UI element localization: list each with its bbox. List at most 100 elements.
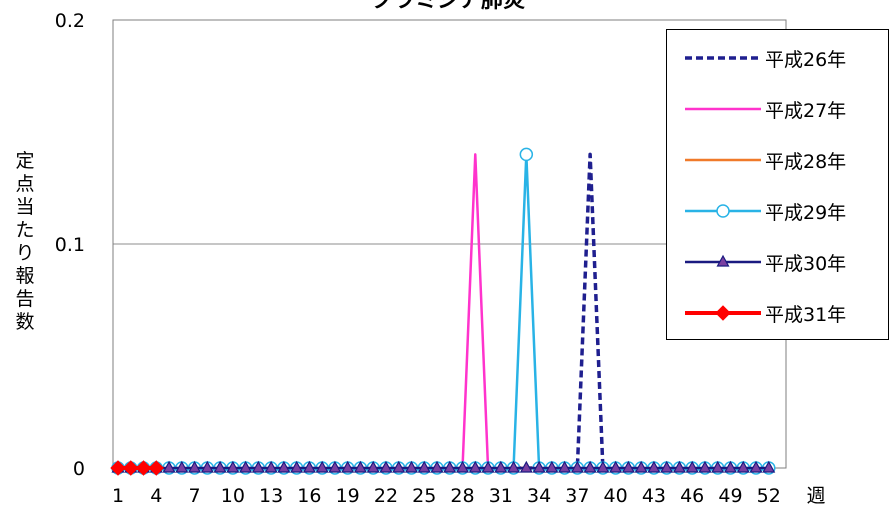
data-point: [647, 460, 661, 473]
x-tick-label: 22: [374, 485, 398, 507]
data-point: [711, 460, 725, 473]
y-axis-label-char: た: [15, 219, 35, 241]
legend-swatch: [685, 204, 761, 218]
legend-item: 平成28年: [667, 140, 890, 180]
x-tick-label: 25: [412, 485, 436, 507]
data-point: [213, 460, 227, 473]
legend-label: 平成27年: [765, 99, 847, 122]
x-tick-label: 1: [112, 485, 124, 507]
legend-swatch: [685, 107, 761, 111]
legend-item: 平成31年: [667, 293, 890, 333]
data-point: [519, 460, 533, 473]
legend-label: 平成26年: [765, 48, 847, 71]
data-point: [239, 460, 253, 473]
x-tick-label: 34: [527, 485, 551, 507]
y-axis-label-char: 定: [15, 150, 35, 172]
data-point: [264, 460, 278, 473]
y-tick-label: 0.2: [55, 10, 85, 32]
data-point: [570, 460, 584, 473]
x-tick-label: 7: [189, 485, 201, 507]
x-tick-label: 37: [565, 485, 589, 507]
x-tick-label: 49: [718, 485, 742, 507]
data-point: [723, 460, 737, 473]
x-tick-label: 4: [150, 485, 162, 507]
data-point: [277, 460, 291, 473]
data-point: [404, 460, 418, 473]
legend-item: 平成27年: [667, 89, 890, 129]
x-tick-label: 19: [336, 485, 360, 507]
data-point: [379, 460, 393, 473]
data-point: [341, 460, 355, 473]
x-tick-label: 13: [259, 485, 283, 507]
legend-label: 平成30年: [765, 252, 847, 275]
data-point: [621, 460, 635, 473]
data-point: [532, 460, 546, 473]
data-point: [481, 460, 495, 473]
chart-title: クラミジア肺炎: [371, 0, 525, 13]
data-point: [148, 460, 164, 476]
data-point: [545, 460, 559, 473]
data-point: [430, 460, 444, 473]
y-axis-label-char: り: [15, 242, 35, 264]
data-point: [660, 460, 674, 473]
data-point: [494, 460, 508, 473]
x-tick-label: 16: [297, 485, 321, 507]
series-平成30年: [111, 460, 776, 473]
data-point: [110, 460, 126, 476]
x-tick-label: 52: [757, 485, 781, 507]
data-point: [519, 147, 534, 162]
data-point: [302, 460, 316, 473]
data-point: [200, 460, 214, 473]
data-point: [596, 460, 610, 473]
chart-legend: 平成26年平成27年平成28年平成29年平成30年平成31年: [666, 29, 889, 340]
data-point: [634, 460, 648, 473]
x-tick-label: 46: [680, 485, 704, 507]
data-point: [583, 460, 597, 473]
data-point: [417, 460, 431, 473]
legend-swatch: [685, 56, 761, 60]
data-point: [290, 460, 304, 473]
data-point: [443, 460, 457, 473]
legend-swatch: [685, 254, 761, 267]
data-point: [736, 460, 750, 473]
legend-item: 平成29年: [667, 191, 890, 231]
x-tick-label: 40: [604, 485, 628, 507]
y-axis-label-char: 数: [15, 311, 35, 333]
data-point: [456, 460, 470, 473]
data-point: [315, 460, 329, 473]
data-point: [135, 460, 152, 476]
data-point: [685, 460, 699, 473]
y-axis-label-char: 点: [15, 173, 35, 195]
data-point: [175, 460, 189, 473]
data-point: [609, 460, 623, 473]
y-tick-label: 0.1: [55, 234, 85, 256]
data-point: [507, 460, 521, 473]
data-point: [468, 460, 482, 473]
data-point: [251, 460, 265, 473]
data-point: [353, 460, 367, 473]
data-point: [558, 460, 572, 473]
x-tick-label: 10: [221, 485, 245, 507]
series-平成31年: [110, 460, 164, 476]
data-point: [672, 460, 686, 473]
legend-label: 平成29年: [765, 201, 847, 224]
y-axis-label-char: 当: [15, 196, 35, 218]
legend-item: 平成30年: [667, 242, 890, 282]
data-point: [188, 460, 202, 473]
y-axis-label-char: 告: [15, 288, 35, 310]
x-tick-label: 43: [642, 485, 666, 507]
legend-label: 平成31年: [765, 303, 847, 326]
data-point: [123, 460, 139, 476]
x-tick-label: 31: [489, 485, 513, 507]
data-point: [698, 460, 712, 473]
legend-swatch: [685, 305, 761, 321]
data-point: [328, 460, 342, 473]
data-point: [762, 460, 776, 473]
y-axis-label: 定点当たり報告数: [10, 150, 40, 390]
data-point: [366, 460, 380, 473]
x-axis-label: 週: [806, 485, 825, 507]
x-tick-label: 28: [450, 485, 474, 507]
y-axis-label-char: 報: [15, 265, 35, 287]
y-tick-label: 0: [73, 458, 85, 480]
data-point: [749, 460, 763, 473]
